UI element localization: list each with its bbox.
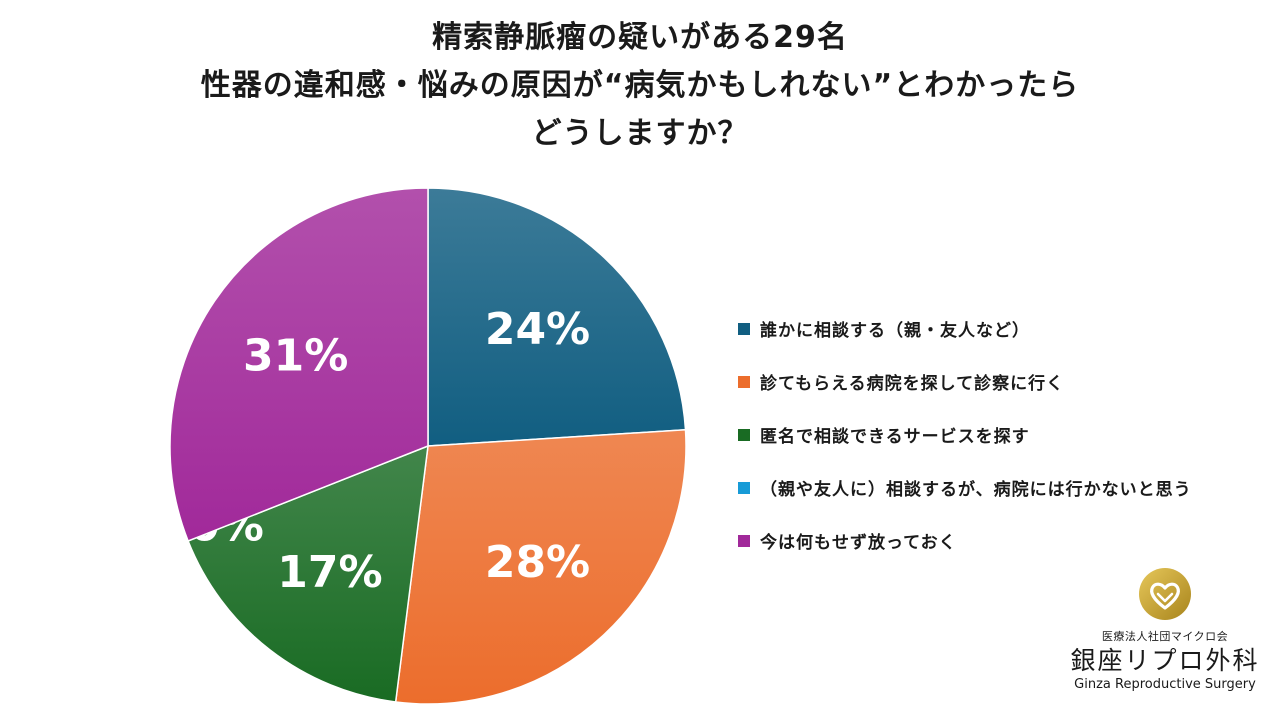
- pie-data-label: 24%: [485, 304, 590, 355]
- legend-swatch: [738, 428, 750, 441]
- legend-item: 今は何もせず放っておく: [738, 514, 1192, 567]
- legend-label: 今は何もせず放っておく: [760, 533, 957, 553]
- chart-title: 精索静脈瘤の疑いがある29名 性器の違和感・悩みの原因が“病気かもしれない”とわ…: [0, 14, 1280, 158]
- legend-label: 誰かに相談する（親・友人など）: [760, 321, 1030, 341]
- chart-title-line-3: どうしますか？: [531, 116, 749, 151]
- legend-label: 診てもらえる病院を探して診察に行く: [760, 374, 1065, 394]
- legend-swatch: [738, 481, 750, 494]
- legend-swatch: [738, 375, 750, 388]
- logo-clinic-name: 銀座リプロ外科: [1070, 646, 1260, 675]
- pie-slice: [169, 187, 429, 542]
- pie-data-label: 31%: [243, 331, 348, 382]
- logo-english-name: Ginza Reproductive Surgery: [1074, 677, 1256, 692]
- pie-slice: [427, 187, 687, 447]
- clinic-logo: 医療法人社団マイクロ会 銀座リプロ外科 Ginza Reproductive S…: [1050, 566, 1280, 706]
- pie-data-label: 17%: [277, 547, 382, 598]
- chart-title-line-1: 精索静脈瘤の疑いがある29名: [432, 20, 848, 55]
- logo-org-name: 医療法人社団マイクロ会: [1101, 630, 1229, 643]
- legend-item: 匿名で相談できるサービスを探す: [738, 408, 1192, 461]
- heart-emblem-icon: [1139, 568, 1191, 620]
- pie-slice: [187, 444, 429, 703]
- pie-chart: 24%28%17%0%31%: [169, 187, 687, 705]
- legend-item: 診てもらえる病院を探して診察に行く: [738, 355, 1192, 408]
- pie-data-label: 28%: [485, 537, 590, 588]
- legend: 誰かに相談する（親・友人など） 診てもらえる病院を探して診察に行く 匿名で相談で…: [738, 302, 1192, 567]
- pie-slice: [394, 429, 687, 705]
- legend-swatch: [738, 534, 750, 547]
- legend-item: 誰かに相談する（親・友人など）: [738, 302, 1192, 355]
- legend-item: （親や友人に）相談するが、病院には行かないと思う: [738, 461, 1192, 514]
- legend-label: （親や友人に）相談するが、病院には行かないと思う: [760, 480, 1192, 500]
- legend-label: 匿名で相談できるサービスを探す: [760, 427, 1030, 447]
- chart-title-line-2: 性器の違和感・悩みの原因が“病気かもしれない”とわかったら: [200, 68, 1080, 103]
- legend-swatch: [738, 322, 750, 335]
